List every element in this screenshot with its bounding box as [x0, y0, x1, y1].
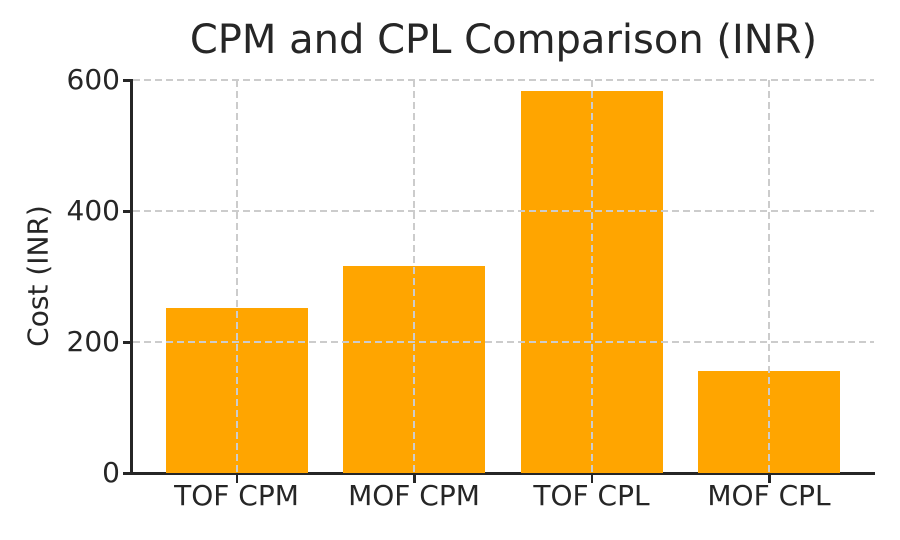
x-tick-mark	[768, 475, 771, 483]
chart-title: CPM and CPL Comparison (INR)	[189, 17, 818, 63]
vertical-gridline	[590, 80, 593, 473]
vertical-gridline	[768, 80, 770, 473]
x-tick-mark	[235, 475, 238, 483]
y-tick-label: 600	[66, 63, 120, 96]
y-tick-mark	[123, 472, 131, 475]
x-tick-label: TOF CPL	[533, 479, 650, 512]
vertical-gridline	[235, 80, 238, 473]
y-tick-mark	[123, 210, 131, 213]
y-axis-spine	[130, 79, 133, 475]
x-tick-mark	[413, 475, 416, 483]
y-tick-mark	[123, 79, 131, 82]
y-axis-label: Cost (INR)	[21, 205, 55, 347]
x-tick-label: MOF CPM	[348, 479, 480, 512]
x-tick-mark	[590, 475, 593, 483]
y-tick-label: 200	[66, 325, 120, 358]
y-tick-mark	[123, 341, 131, 344]
y-tick-label: 400	[66, 194, 120, 227]
x-axis-spine	[130, 472, 875, 475]
x-tick-label: MOF CPL	[707, 479, 831, 512]
y-tick-label: 0	[102, 456, 120, 489]
vertical-gridline	[413, 80, 415, 473]
horizontal-gridline	[133, 210, 874, 212]
x-tick-label: TOF CPM	[174, 479, 299, 512]
horizontal-gridline	[133, 341, 874, 343]
horizontal-gridline	[133, 79, 874, 81]
plot-area	[133, 79, 874, 473]
